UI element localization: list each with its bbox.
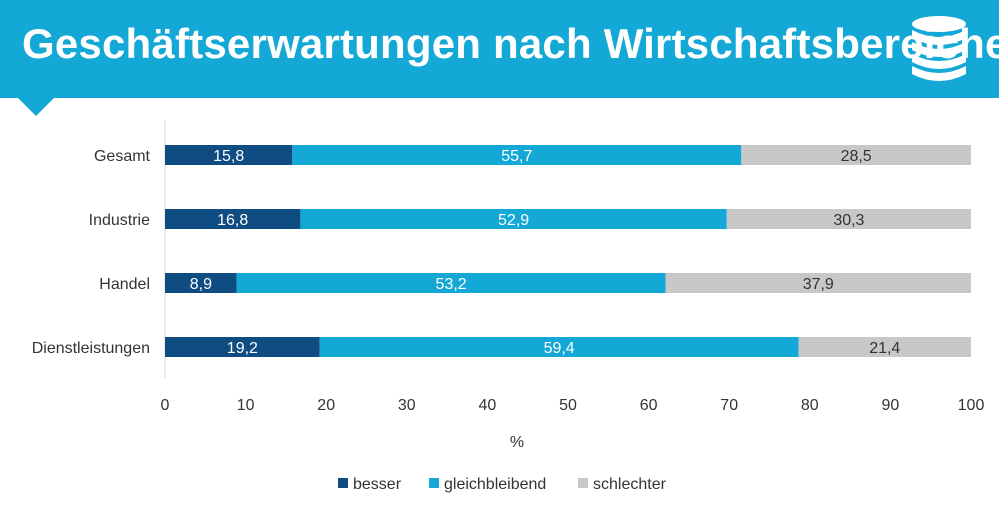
database-icon (912, 16, 966, 81)
chart-title: Geschäftserwartungen nach Wirtschaftsber… (22, 20, 999, 67)
category-label: Handel (99, 276, 150, 293)
x-axis-label: % (510, 434, 524, 451)
x-tick-label: 10 (237, 397, 255, 414)
legend-label: besser (353, 476, 402, 493)
bar-segment-schlechter (741, 145, 971, 165)
data-label: 37,9 (803, 276, 834, 293)
x-tick-label: 50 (559, 397, 577, 414)
data-label: 16,8 (217, 212, 248, 229)
bar-segment-gleichbleibend (236, 273, 666, 293)
x-tick-label: 60 (640, 397, 658, 414)
x-tick-label: 40 (479, 397, 497, 414)
data-label: 59,4 (544, 340, 575, 357)
category-label: Dienstleistungen (32, 340, 150, 357)
data-label: 30,3 (833, 212, 864, 229)
data-label: 28,5 (841, 148, 872, 165)
data-label: 19,2 (227, 340, 258, 357)
banner-pointer (18, 98, 54, 116)
data-label: 53,2 (436, 276, 467, 293)
bar-segment-besser (165, 145, 293, 165)
data-label: 15,8 (213, 148, 244, 165)
legend-label: schlechter (593, 476, 667, 493)
bar-segment-schlechter (726, 209, 971, 229)
x-tick-label: 70 (720, 397, 738, 414)
category-label: Industrie (89, 212, 150, 229)
x-tick-label: 100 (958, 397, 985, 414)
x-tick-label: 90 (882, 397, 900, 414)
bar-segment-besser (165, 209, 301, 229)
data-label: 52,9 (498, 212, 529, 229)
x-tick-label: 80 (801, 397, 819, 414)
bar-segment-gleichbleibend (300, 209, 727, 229)
legend-swatch-gleichbleibend (429, 478, 439, 488)
bar-segment-schlechter (665, 273, 971, 293)
bar-segment-besser (165, 337, 320, 357)
data-label: 8,9 (190, 276, 212, 293)
title-banner: Geschäftserwartungen nach Wirtschaftsber… (0, 0, 999, 98)
x-tick-label: 0 (161, 397, 170, 414)
legend-label: gleichbleibend (444, 476, 546, 493)
bar-segment-besser (165, 273, 237, 293)
data-label: 55,7 (501, 148, 532, 165)
bar-segment-schlechter (798, 337, 971, 357)
x-tick-label: 30 (398, 397, 416, 414)
bar-segment-gleichbleibend (319, 337, 799, 357)
legend-swatch-schlechter (578, 478, 588, 488)
data-label: 21,4 (869, 340, 900, 357)
category-label: Gesamt (94, 148, 151, 165)
legend-swatch-besser (338, 478, 348, 488)
bar-segment-gleichbleibend (292, 145, 742, 165)
x-tick-label: 20 (317, 397, 335, 414)
